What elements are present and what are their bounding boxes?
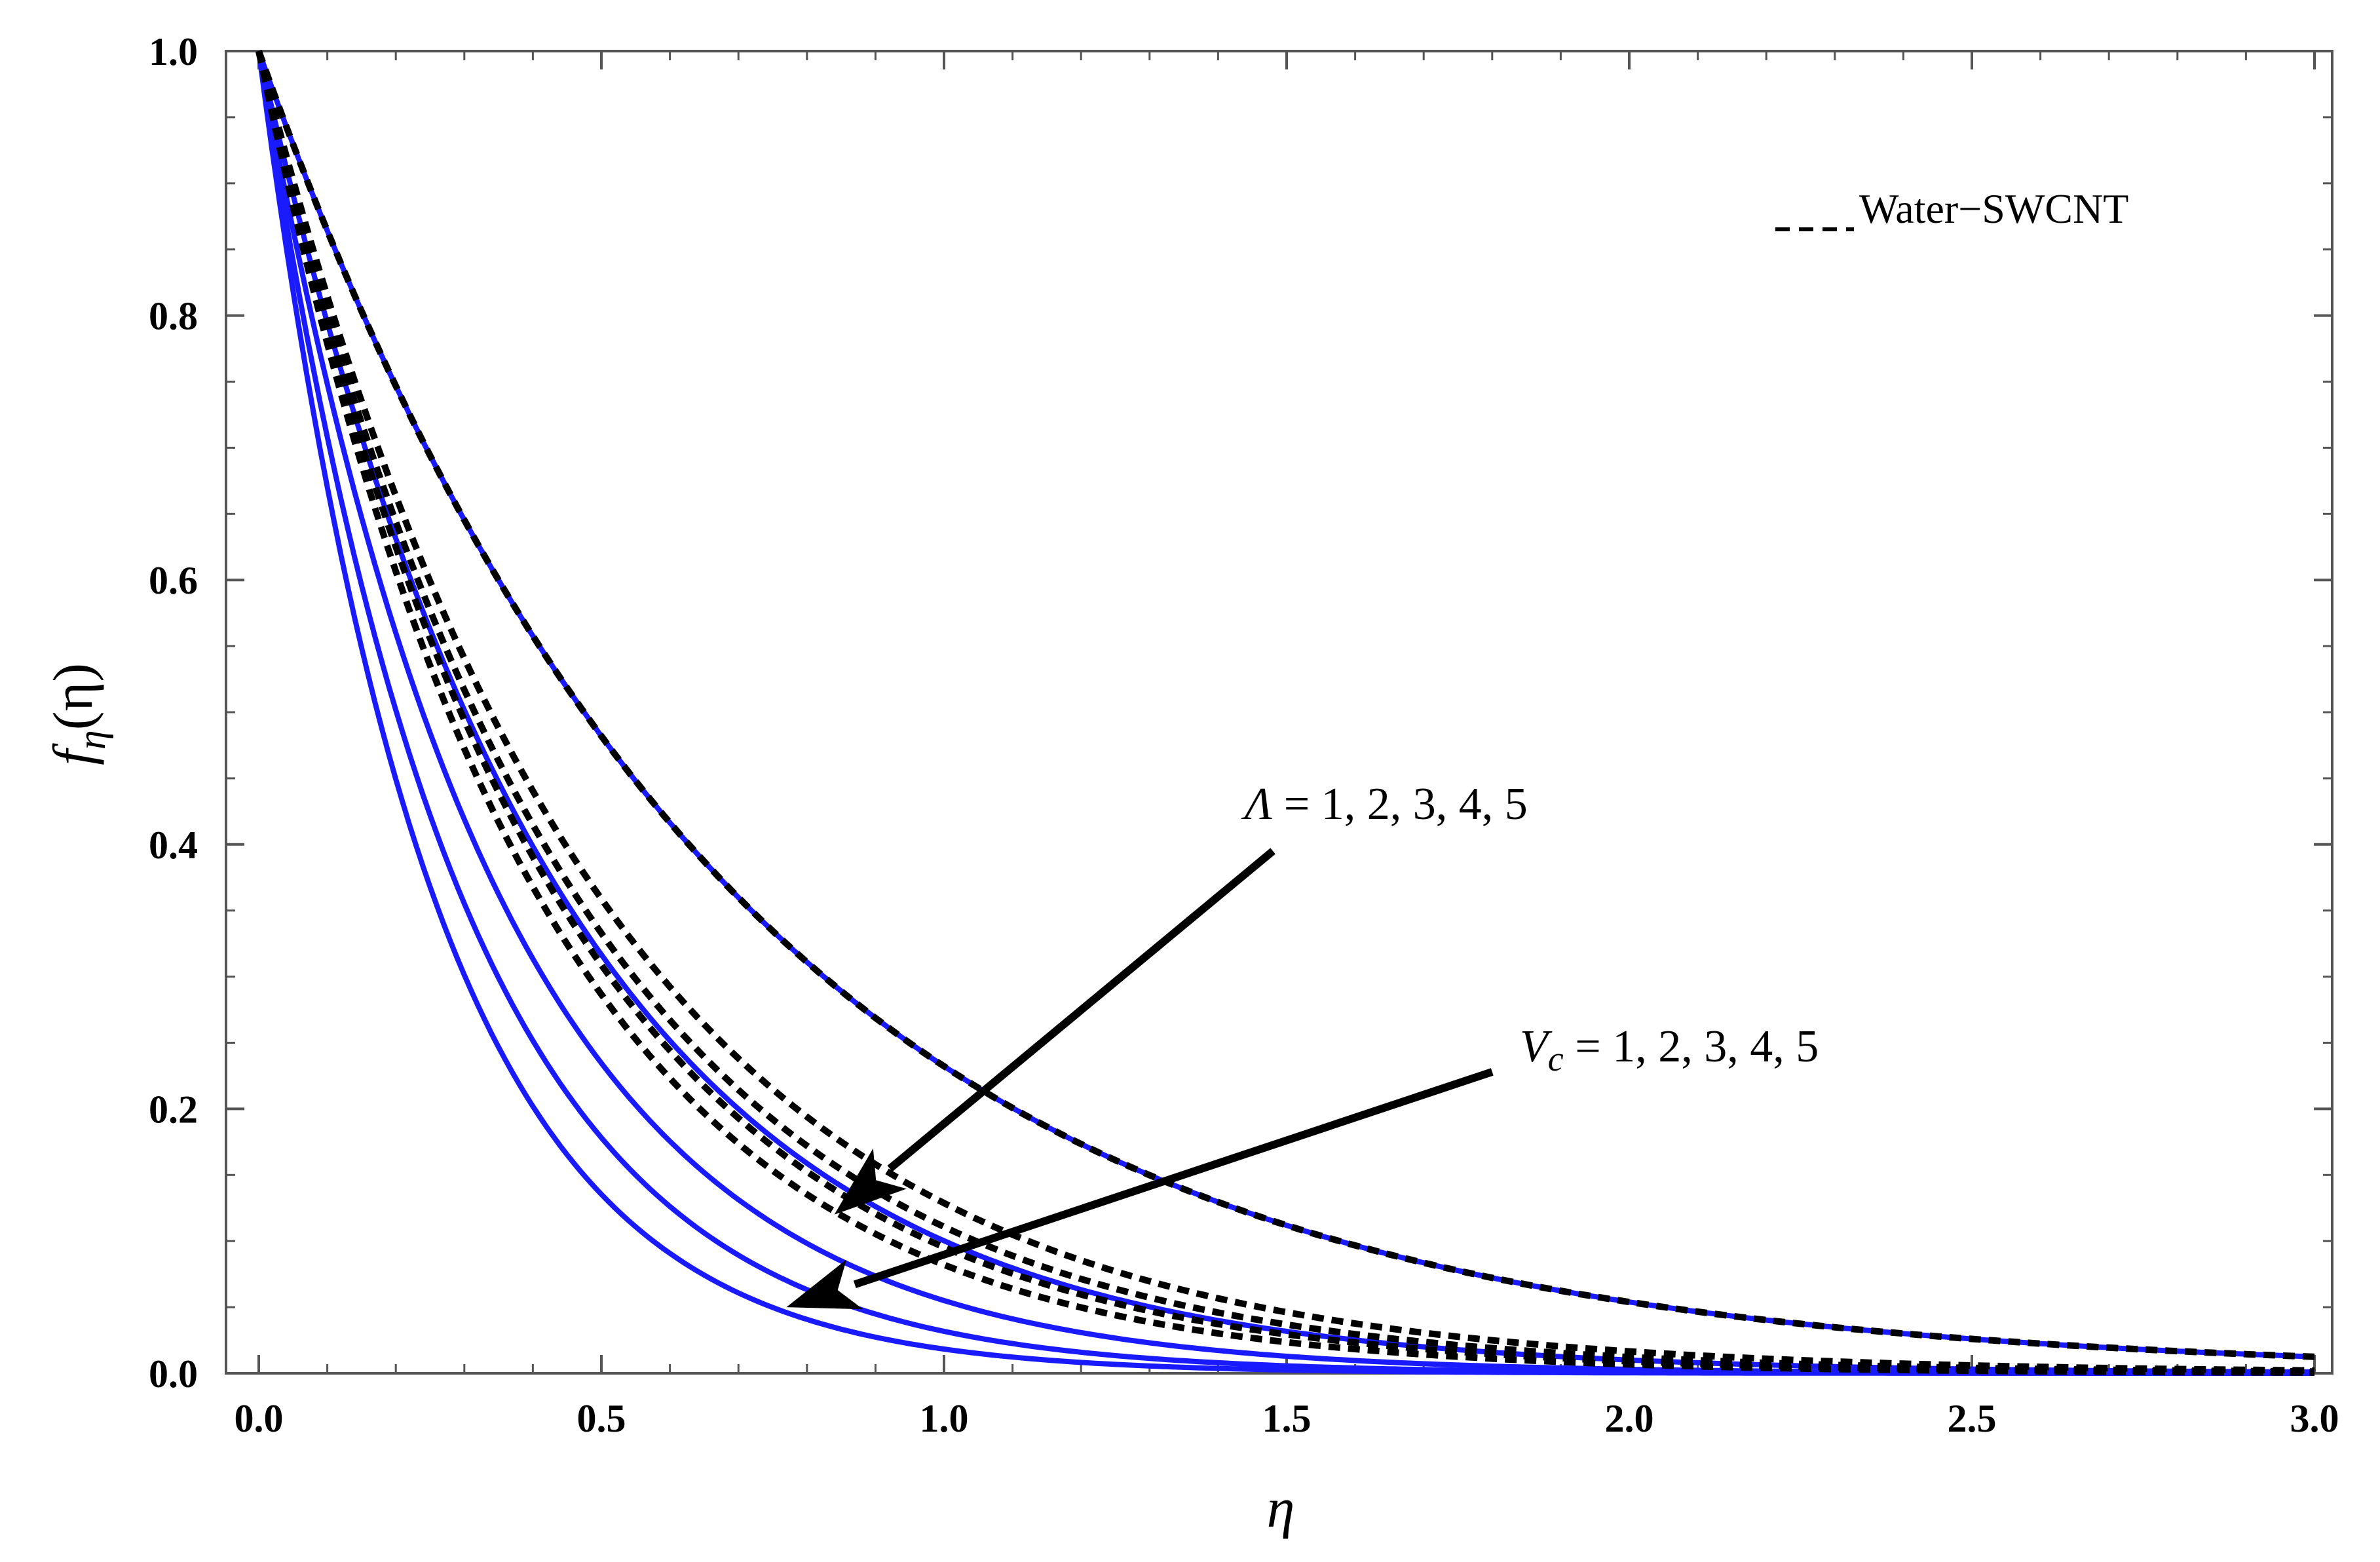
series-line-dashed [255,50,2314,1376]
series-line-dashed [255,50,2315,1374]
annotation-vc: Vc = 1, 2, 3, 4, 5 [1520,1021,1819,1078]
series-line-solid [256,50,2314,1376]
series-line-dashed [255,50,2315,1375]
x-tick-label: 2.0 [1605,1397,1654,1440]
x-tick-label: 1.5 [1262,1397,1312,1440]
y-tick-label: 0.6 [149,559,198,602]
series-line-dashed [255,50,2314,1376]
x-tick-labels: 0.0 0.5 1.0 1.5 2.0 2.5 3.0 [235,1397,2339,1440]
series-line-solid [256,50,2314,1376]
y-tick-label: 0.8 [149,295,198,338]
y-tick-label: 0.0 [149,1352,198,1396]
y-axis-label: fη(η) [41,663,113,765]
series-group [255,50,2315,1376]
plot-area [225,50,2333,1375]
series-line-solid [256,50,2315,1375]
y-axis-title-sub: η [70,730,113,750]
annotation-arrow-shaft [887,848,1275,1172]
axis-ticks [226,50,2332,1375]
x-tick-label: 3.0 [2290,1397,2339,1440]
x-tick-label: 0.0 [235,1397,284,1440]
y-axis-title-paren: (η) [41,663,104,730]
x-tick-label: 0.5 [577,1397,626,1440]
y-tick-labels: 0.0 0.2 0.4 0.6 0.8 1.0 [149,30,198,1396]
annotation-vc-values: = 1, 2, 3, 4, 5 [1564,1021,1819,1072]
annotation-lambda: Λ = 1, 2, 3, 4, 5 [1241,779,1528,829]
y-axis-title: fη(η) [41,663,113,765]
annotation-arrow-head [834,1148,907,1215]
legend: Water−SWCNT [1775,185,2128,232]
annotations: Λ = 1, 2, 3, 4, 5 Vc = 1, 2, 3, 4, 5 [786,779,1819,1310]
y-tick-label: 0.2 [149,1088,198,1131]
x-tick-label: 2.5 [1948,1397,1997,1440]
x-tick-label: 1.0 [920,1397,969,1440]
series-line-dashed [255,50,2315,1360]
x-axis-label: η [1267,1476,1295,1539]
annotation-lambda-symbol: Λ [1241,779,1272,829]
series-line-solid [256,50,2315,1360]
annotation-vc-symbol: V [1520,1021,1553,1072]
annotation-arrow-shaft [853,1068,1494,1289]
annotation-vc-subscript: c [1548,1039,1564,1078]
y-tick-label: 1.0 [149,30,198,73]
x-axis-title: η [1267,1476,1295,1539]
series-line-solid [256,50,2314,1376]
y-tick-label: 0.4 [149,824,198,867]
annotation-arrow-head [786,1259,863,1310]
annotation-lambda-values: = 1, 2, 3, 4, 5 [1272,779,1527,829]
legend-label: Water−SWCNT [1859,185,2128,232]
plot-frame [225,50,2333,1375]
